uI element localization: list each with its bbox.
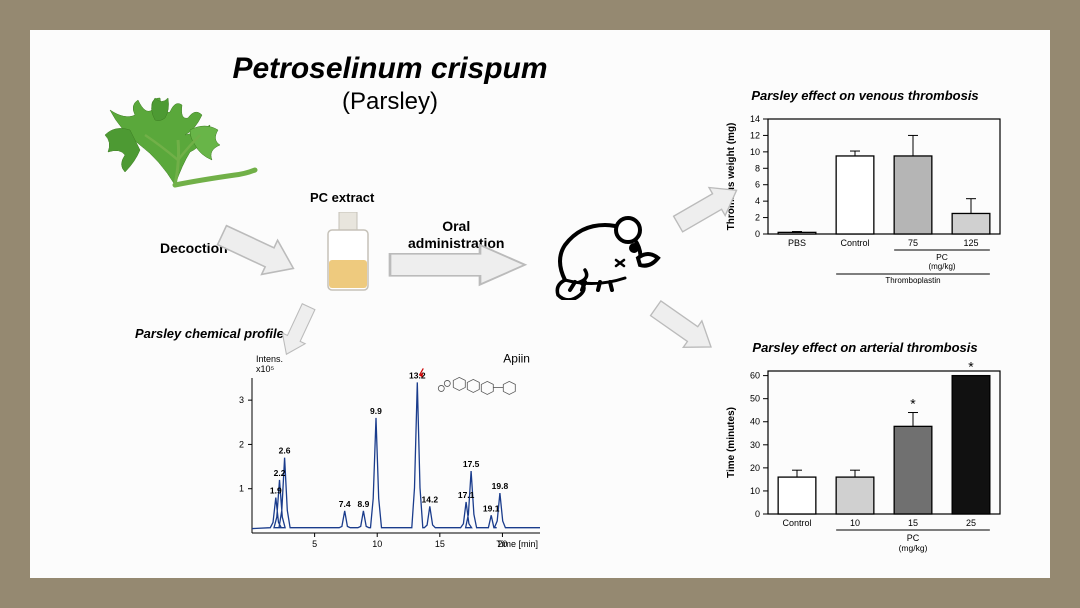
svg-text:Control: Control (840, 238, 869, 248)
svg-text:17.1: 17.1 (458, 490, 475, 500)
svg-text:9.9: 9.9 (370, 406, 382, 416)
svg-text:15: 15 (435, 539, 445, 549)
svg-text:Apiin: Apiin (503, 351, 530, 365)
svg-text:x10⁵: x10⁵ (256, 364, 275, 374)
svg-text:0: 0 (755, 509, 760, 519)
svg-text:5: 5 (312, 539, 317, 549)
decoction-label: Decoction (160, 240, 228, 256)
svg-text:14.2: 14.2 (422, 494, 439, 504)
svg-text:Thromboplastin: Thromboplastin (885, 276, 940, 284)
chart2-svg: 0 10 20 30 40 50 60 Time (minutes) Control 10 * 15 *… (720, 361, 1010, 556)
svg-text:(mg/kg): (mg/kg) (928, 262, 955, 271)
title-main: Petroselinum crispum (180, 52, 600, 86)
chemical-profile-label: Parsley chemical profile (135, 326, 284, 341)
svg-text:Time (minutes): Time (minutes) (726, 407, 737, 478)
svg-text:19.1: 19.1 (483, 503, 500, 513)
svg-text:*: * (968, 361, 974, 375)
svg-text:Control: Control (782, 518, 811, 528)
svg-text:19.8: 19.8 (492, 481, 509, 491)
parsley-leaf-illustration (90, 90, 260, 210)
chromatogram-chart: 123Intens.x10⁵5101520Time [min]1.92.22.6… (210, 350, 550, 555)
svg-text:*: * (910, 396, 916, 412)
svg-text:7.4: 7.4 (339, 499, 351, 509)
venous-thrombosis-chart: Parsley effect on venous thrombosis 0 2 4 6… (720, 88, 1010, 288)
svg-text:10: 10 (850, 518, 860, 528)
svg-text:1.9: 1.9 (270, 486, 282, 496)
svg-text:13.2: 13.2 (409, 370, 426, 380)
svg-text:6: 6 (755, 180, 760, 190)
svg-text:Time [min]: Time [min] (496, 539, 538, 549)
mouse-icon (550, 200, 670, 300)
svg-text:12: 12 (750, 130, 760, 140)
svg-text:0: 0 (755, 229, 760, 239)
svg-text:Intens.: Intens. (256, 354, 283, 364)
svg-text:1: 1 (239, 484, 244, 494)
svg-text:10: 10 (750, 147, 760, 157)
svg-text:PC: PC (936, 252, 948, 262)
chart1-svg: 0 2 4 6 8 10 12 14 Thrombus weight (mg) PBS Contro… (720, 109, 1010, 284)
svg-text:17.5: 17.5 (463, 459, 480, 469)
svg-text:10: 10 (750, 486, 760, 496)
oral-admin-label: Oral administration (408, 218, 504, 252)
svg-text:75: 75 (908, 238, 918, 248)
svg-text:60: 60 (750, 371, 760, 381)
svg-text:20: 20 (750, 463, 760, 473)
svg-text:40: 40 (750, 417, 760, 427)
svg-text:PC: PC (907, 533, 920, 543)
arterial-thrombosis-chart: Parsley effect on arterial thrombosis 0 1… (720, 340, 1010, 560)
extract-bottle-icon (326, 212, 370, 292)
svg-text:8.9: 8.9 (358, 499, 370, 509)
figure-canvas: Petroselinum crispum (Parsley) PC extrac… (30, 30, 1050, 578)
svg-text:14: 14 (750, 114, 760, 124)
svg-text:50: 50 (750, 394, 760, 404)
svg-text:PBS: PBS (788, 238, 806, 248)
svg-text:Thrombus weight (mg): Thrombus weight (mg) (726, 123, 737, 231)
svg-text:30: 30 (750, 440, 760, 450)
chart2-title: Parsley effect on arterial thrombosis (720, 340, 1010, 355)
svg-text:2.2: 2.2 (274, 468, 286, 478)
chart1-title: Parsley effect on venous thrombosis (720, 88, 1010, 103)
svg-text:10: 10 (372, 539, 382, 549)
svg-text:2.6: 2.6 (279, 446, 291, 456)
svg-text:2: 2 (239, 439, 244, 449)
svg-text:125: 125 (963, 238, 978, 248)
svg-text:25: 25 (966, 518, 976, 528)
svg-text:15: 15 (908, 518, 918, 528)
pc-extract-label: PC extract (310, 190, 374, 205)
svg-text:3: 3 (239, 395, 244, 405)
svg-text:(mg/kg): (mg/kg) (899, 543, 928, 553)
svg-text:8: 8 (755, 163, 760, 173)
svg-text:4: 4 (755, 196, 760, 206)
svg-text:2: 2 (755, 213, 760, 223)
